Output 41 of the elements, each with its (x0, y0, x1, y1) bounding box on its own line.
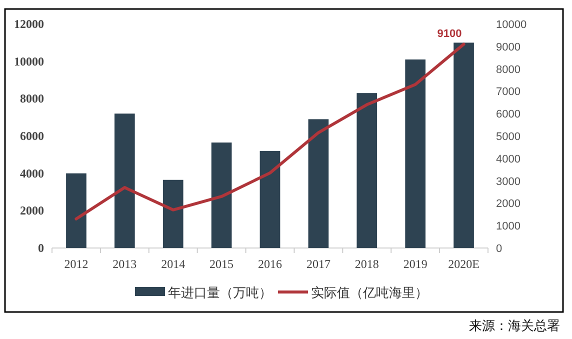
source-note: 来源：海关总署 (469, 318, 560, 333)
bar (405, 59, 426, 248)
bar (454, 42, 474, 248)
legend-label: 实际值（亿吨海里） (311, 285, 428, 300)
y2-tick-label: 9000 (496, 41, 520, 54)
line-series (74, 42, 466, 220)
bar (66, 173, 86, 248)
y2-tick-label: 10000 (496, 19, 527, 31)
y2-tick-label: 2000 (496, 198, 520, 210)
y-tick-label: 10000 (14, 54, 44, 68)
legend-label: 年进口量（万吨） (168, 285, 272, 300)
y-tick-label: 4000 (20, 166, 44, 180)
bar (308, 119, 329, 248)
y2-tick-label: 1000 (496, 220, 520, 233)
y2-tick-label: 4000 (496, 153, 520, 166)
bar (356, 93, 378, 248)
x-tick-label: 2019 (403, 257, 428, 271)
y-tick-label: 8000 (20, 92, 44, 106)
y-tick-label: 12000 (14, 17, 44, 31)
bar (162, 180, 184, 248)
y2-tick-label: 7000 (496, 86, 520, 98)
x-tick-label: 2014 (161, 257, 186, 271)
x-tick-label: 2017 (306, 257, 330, 271)
y-tick-label: 2000 (20, 204, 44, 218)
x-tick-label: 2012 (64, 257, 88, 271)
y2-tick-label: 8000 (496, 64, 520, 76)
x-tick-label: 2013 (112, 257, 137, 271)
y2-tick-label: 3000 (496, 176, 520, 188)
y-tick-label: 0 (38, 241, 44, 255)
y-tick-label: 6000 (20, 129, 44, 143)
x-tick-label: 2015 (210, 257, 234, 271)
y2-tick-label: 0 (496, 243, 502, 255)
x-tick-label: 2020E (448, 257, 480, 271)
bar (114, 114, 135, 248)
bar (211, 142, 232, 248)
data-label: 9100 (437, 28, 462, 40)
bar (260, 150, 280, 248)
x-tick-label: 2018 (354, 257, 379, 271)
x-tick-label: 2016 (258, 257, 282, 271)
y2-tick-label: 6000 (496, 108, 520, 121)
y2-tick-label: 5000 (496, 131, 520, 143)
